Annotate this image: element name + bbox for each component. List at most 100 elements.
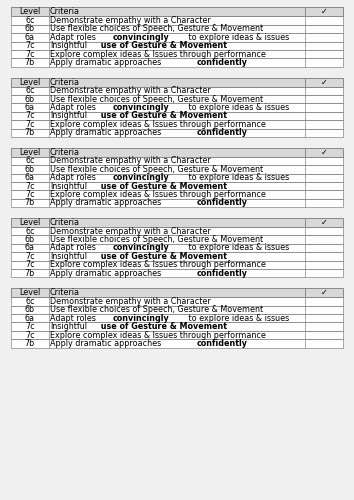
Bar [11,50,343,58]
Text: to explore ideas & issues: to explore ideas & issues [185,33,289,42]
Text: Use flexible choices of Speech, Gesture & Movement: Use flexible choices of Speech, Gesture … [50,306,263,314]
Bar [11,120,343,128]
Text: use of Gesture & Movement: use of Gesture & Movement [98,112,227,120]
Text: 6c: 6c [25,226,34,235]
Bar [11,148,343,157]
Text: 6c: 6c [25,297,34,306]
Text: to explore ideas & issues: to explore ideas & issues [185,244,289,252]
Text: 7c: 7c [25,120,35,129]
Bar [11,86,343,95]
Bar [11,157,343,165]
Text: 6b: 6b [25,165,35,174]
Bar [11,288,343,297]
Bar [11,322,343,331]
Bar [11,252,343,260]
Bar [11,199,343,207]
Text: ✓: ✓ [321,148,327,157]
Bar [11,218,343,227]
Bar [11,174,343,182]
Bar [11,260,343,269]
Text: 6a: 6a [25,314,35,322]
Text: confidently: confidently [197,58,248,67]
Text: convincingly: convincingly [112,314,169,322]
Text: confidently: confidently [197,198,248,207]
Text: Apply dramatic approaches: Apply dramatic approaches [50,128,164,137]
Bar [11,120,343,128]
Bar [11,42,343,50]
Bar [11,314,343,322]
Text: Apply dramatic approaches: Apply dramatic approaches [50,58,164,67]
Bar [11,190,343,199]
Bar [11,58,343,66]
Text: Use flexible choices of Speech, Gesture & Movement: Use flexible choices of Speech, Gesture … [50,94,263,104]
Bar [11,244,343,252]
Text: ✓: ✓ [321,218,327,227]
Text: 6b: 6b [25,94,35,104]
Text: 7c: 7c [25,330,35,340]
Text: Demonstrate empathy with a Character: Demonstrate empathy with a Character [50,156,211,166]
Text: Explore complex ideas & Issues through performance: Explore complex ideas & Issues through p… [50,330,266,340]
Bar [11,8,343,16]
Bar [11,8,343,16]
Text: use of Gesture & Movement: use of Gesture & Movement [98,252,227,261]
Bar [11,252,343,260]
Bar [11,244,343,252]
Bar [11,331,343,339]
Bar [11,339,343,347]
Text: 7b: 7b [25,268,35,278]
Text: Insightful: Insightful [50,41,87,50]
Bar [11,269,343,278]
Text: Use flexible choices of Speech, Gesture & Movement: Use flexible choices of Speech, Gesture … [50,165,263,174]
Text: Adapt roles: Adapt roles [50,314,98,322]
Text: Adapt roles: Adapt roles [50,244,98,252]
Text: ✓: ✓ [321,288,327,298]
Bar [11,42,343,50]
Text: Apply dramatic approaches: Apply dramatic approaches [50,268,164,278]
Text: 7b: 7b [25,198,35,207]
Text: 7c: 7c [25,112,35,120]
Text: Explore complex ideas & Issues through performance: Explore complex ideas & Issues through p… [50,190,266,199]
Text: Insightful: Insightful [50,252,87,261]
Text: Level: Level [19,288,40,298]
Text: to explore ideas & issues: to explore ideas & issues [185,103,289,112]
Bar [11,86,343,95]
Bar [11,236,343,244]
Text: Adapt roles: Adapt roles [50,103,98,112]
Bar [11,165,343,173]
Bar [11,128,343,137]
Bar [11,306,343,314]
Bar [11,50,343,58]
Text: Demonstrate empathy with a Character: Demonstrate empathy with a Character [50,226,211,235]
Bar [11,112,343,120]
Bar [11,104,343,112]
Text: Demonstrate empathy with a Character: Demonstrate empathy with a Character [50,86,211,95]
Text: Level: Level [19,218,40,227]
Text: Explore complex ideas & Issues through performance: Explore complex ideas & Issues through p… [50,50,266,58]
Text: Use flexible choices of Speech, Gesture & Movement: Use flexible choices of Speech, Gesture … [50,235,263,244]
Text: Criteria: Criteria [50,8,80,16]
Text: Apply dramatic approaches: Apply dramatic approaches [50,339,164,348]
Text: convincingly: convincingly [112,244,169,252]
Text: Explore complex ideas & Issues through performance: Explore complex ideas & Issues through p… [50,260,266,270]
Text: 6c: 6c [25,156,34,166]
Text: 7b: 7b [25,339,35,348]
Text: confidently: confidently [197,339,248,348]
Bar [11,339,343,347]
Bar [11,322,343,331]
Text: to explore ideas & issues: to explore ideas & issues [185,314,289,322]
Text: 7c: 7c [25,252,35,261]
Text: 6c: 6c [25,86,34,95]
Text: 6c: 6c [25,16,34,25]
Text: 7c: 7c [25,41,35,50]
Bar [11,24,343,33]
Text: use of Gesture & Movement: use of Gesture & Movement [98,41,227,50]
Text: confidently: confidently [197,128,248,137]
Text: 7c: 7c [25,50,35,58]
Text: Criteria: Criteria [50,148,80,157]
Bar [11,199,343,207]
Bar [11,306,343,314]
Text: 6a: 6a [25,244,35,252]
Bar [11,78,343,86]
Text: ✓: ✓ [321,8,327,16]
Bar [11,218,343,227]
